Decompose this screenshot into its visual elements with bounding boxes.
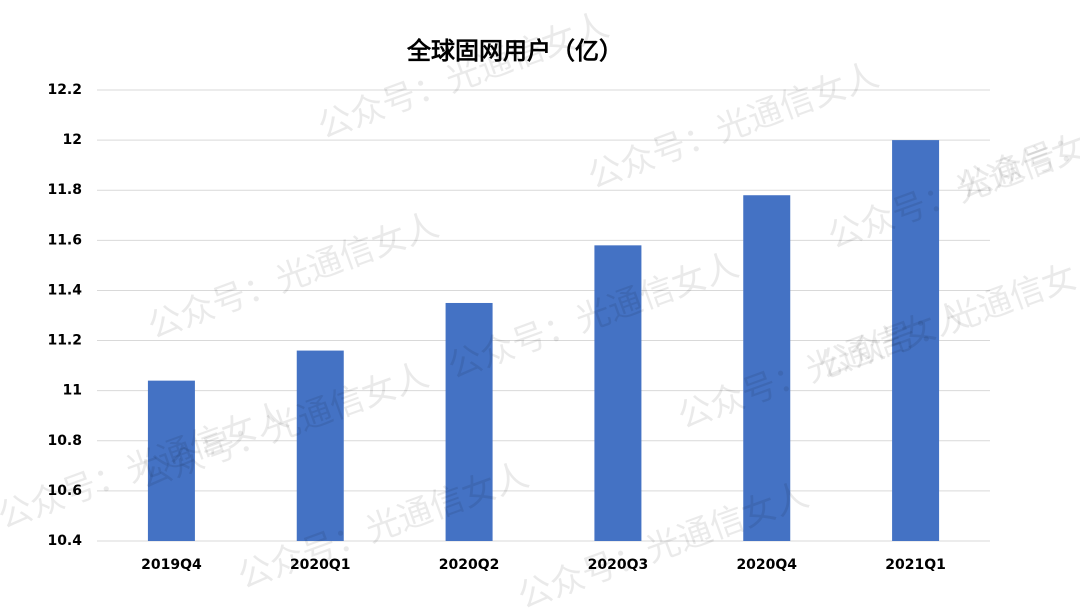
watermark: 公众号：光通信女人 (513, 475, 814, 608)
watermark: 公众号：光通信女人 (313, 5, 614, 147)
x-tick-label: 2019Q4 (141, 557, 202, 573)
y-tick-label: 11.4 (47, 282, 82, 298)
x-tick-label: 2021Q1 (885, 557, 946, 573)
y-tick-label: 10.4 (47, 533, 82, 549)
x-tick-label: 2020Q2 (439, 557, 500, 573)
bar (296, 350, 344, 541)
bar (445, 302, 493, 541)
y-tick-label: 10.8 (47, 433, 82, 449)
y-tick-label: 11 (63, 383, 82, 399)
chart-title: 全球固网用户（亿） (406, 37, 623, 65)
watermark: 公众号：光通信女人 (813, 245, 1080, 387)
y-tick-label: 10.6 (47, 483, 82, 499)
y-tick-label: 11.2 (47, 333, 82, 349)
bar (147, 380, 195, 541)
y-tick-label: 11.8 (47, 182, 82, 198)
bar (892, 140, 940, 541)
bar (594, 245, 642, 541)
bar (743, 195, 791, 541)
y-tick-label: 12 (63, 132, 82, 148)
x-tick-label: 2020Q1 (290, 557, 351, 573)
x-tick-label: 2020Q4 (736, 557, 797, 573)
watermark: 公众号：光通信女人 (583, 55, 884, 197)
y-tick-label: 12.2 (47, 82, 82, 98)
y-tick-label: 11.6 (47, 232, 82, 248)
watermark: 公众号：光通信女人 (143, 205, 444, 347)
x-tick-label: 2020Q3 (588, 557, 649, 573)
